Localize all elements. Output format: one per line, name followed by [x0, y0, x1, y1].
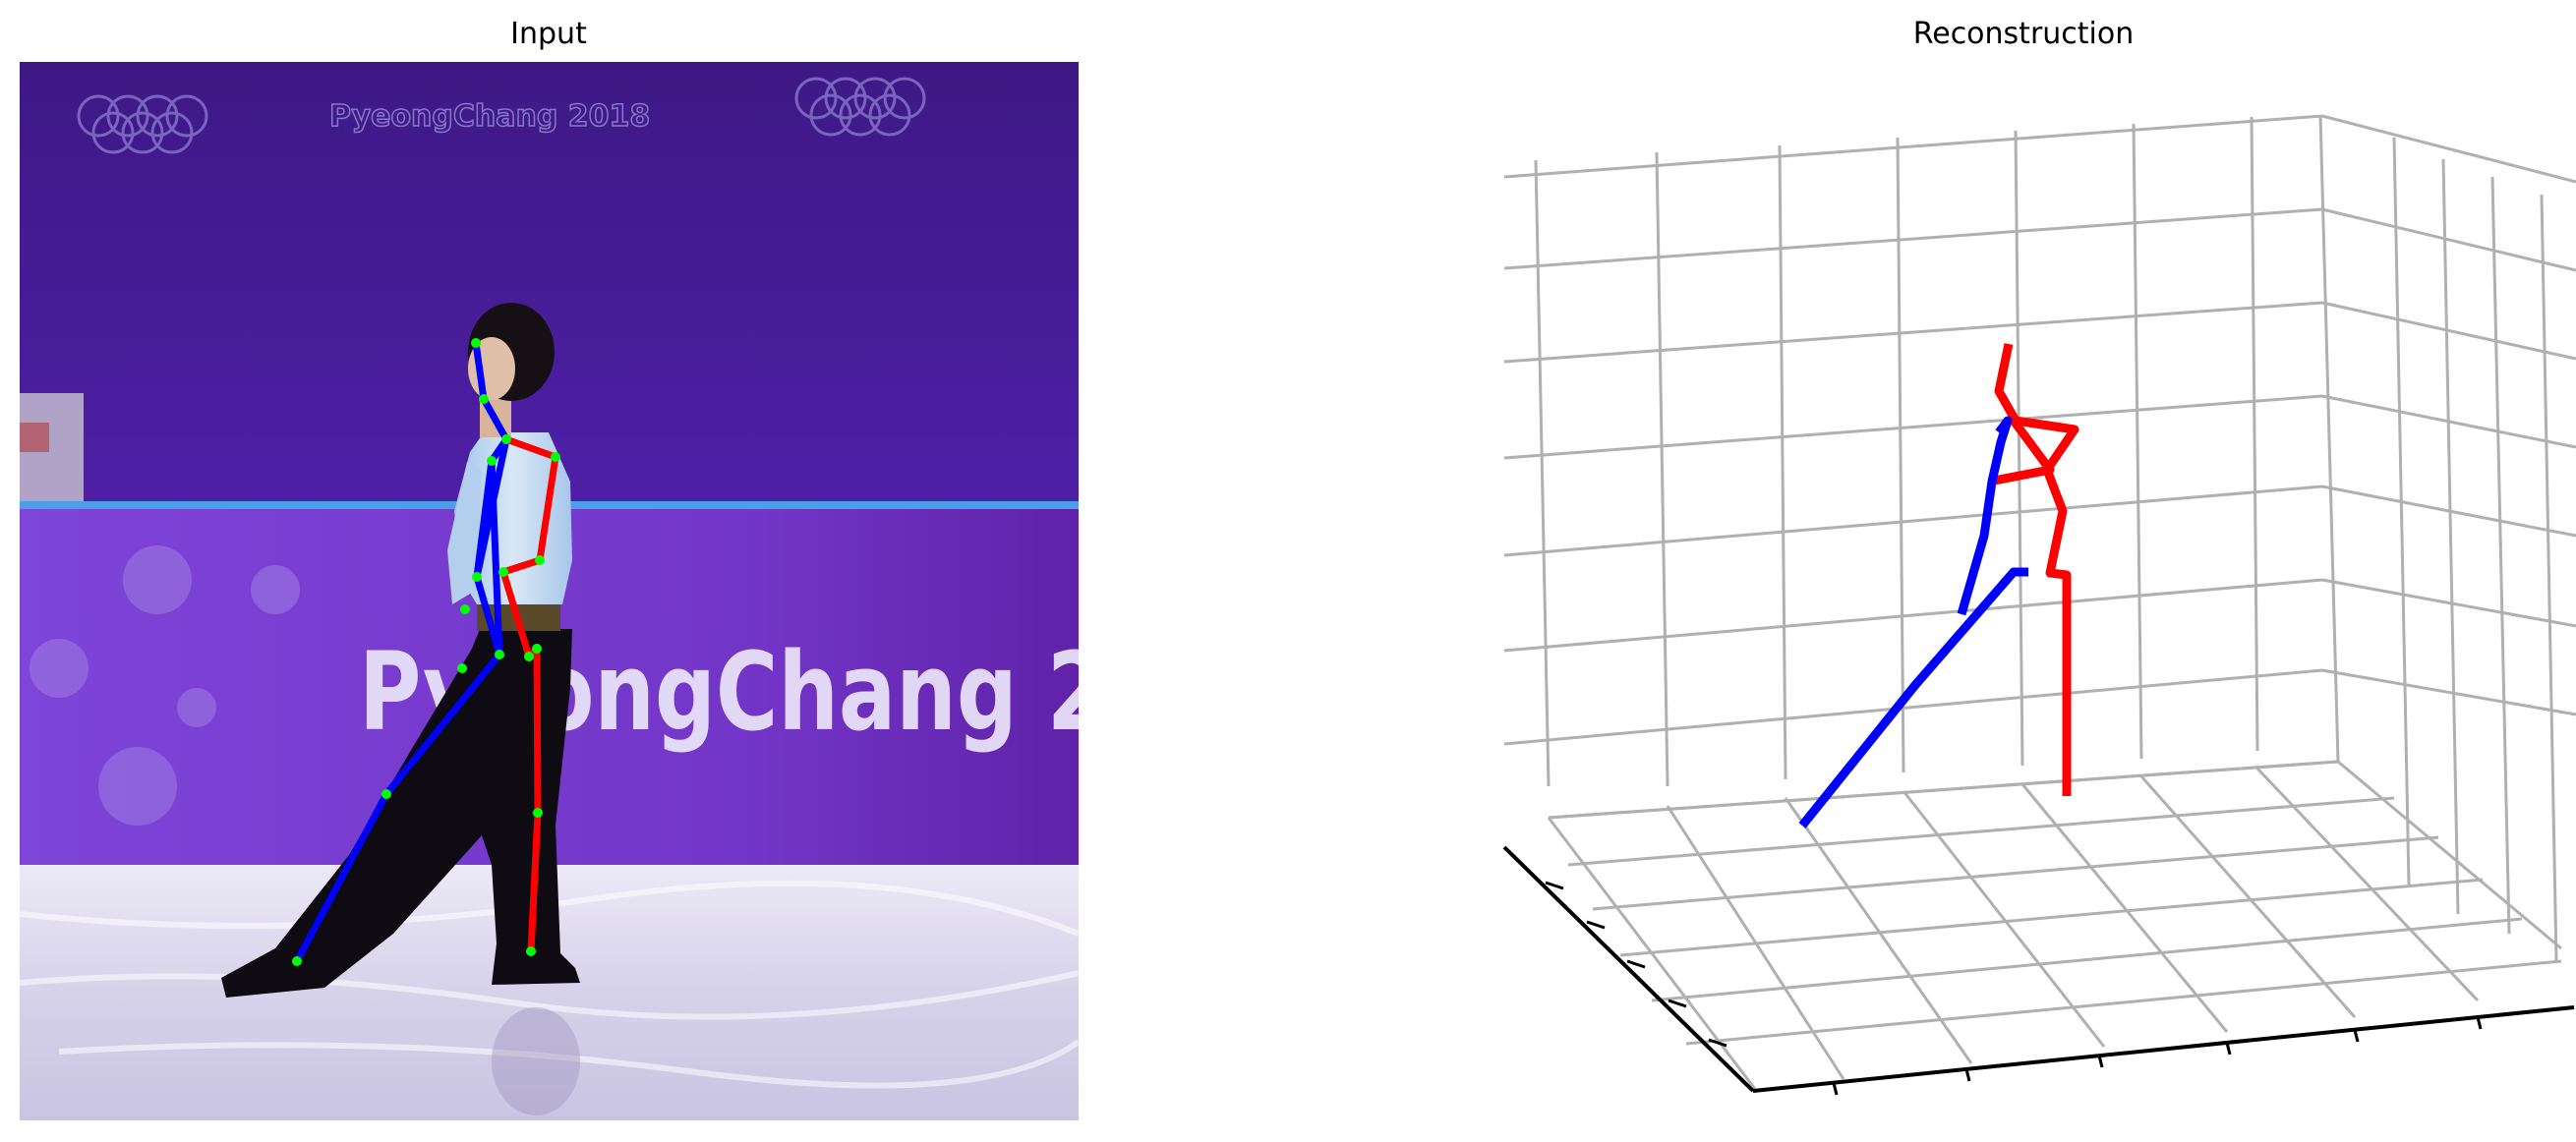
skeleton-2d-right-limb: [536, 453, 559, 564]
skeleton-2d-joint: [498, 567, 508, 577]
skeleton-2d-joint: [460, 604, 470, 614]
skeleton-2d-left-limb: [472, 339, 488, 403]
arena-banner: [20, 62, 1079, 504]
board-snowflake-patterns: [29, 545, 300, 826]
skeleton-2d-right-limb: [533, 645, 542, 817]
skeleton-2d-right-limb: [499, 556, 544, 576]
input-panel-title: Input: [510, 17, 587, 51]
ice-scratches: [20, 880, 1079, 1089]
skeleton-3d-left-leg: [1798, 567, 2028, 828]
skater-pants: [221, 629, 580, 998]
skeleton-2d-joint: [535, 555, 545, 565]
axis-lines: [1502, 845, 2575, 1093]
skeleton-2d-joint: [501, 434, 511, 444]
reconstruction-panel-title: Reconstruction: [1913, 17, 2135, 51]
skeleton-3d-left-arm: [1957, 416, 2013, 616]
skater-arm: [447, 462, 482, 604]
skeleton-2d-left-limb: [480, 395, 510, 443]
grid-back-wall: [1503, 114, 2340, 820]
skeleton-2d-joint: [533, 808, 543, 818]
skeleton-2d-overlay: [292, 338, 560, 966]
grid-side-wall: [2321, 114, 2576, 962]
skeleton-2d-left-limb: [382, 651, 503, 798]
olympic-rings-logo: [77, 77, 926, 154]
skeleton-2d-left-limb: [473, 573, 503, 658]
skeleton-2d-right-limb: [527, 809, 542, 955]
skeleton-2d-joint: [457, 663, 467, 673]
skeleton-2d-joint: [292, 956, 302, 966]
skeleton-2d-joint: [471, 338, 481, 348]
skeleton-2d-joint: [551, 452, 560, 462]
spectator-accent: [20, 423, 49, 452]
skeleton-2d-joint: [532, 644, 542, 654]
axis-ticks: [1545, 881, 2483, 1096]
skater-reflection: [492, 1007, 580, 1115]
skeleton-2d-joint: [381, 789, 391, 799]
grid-floor: [1547, 760, 2562, 1090]
skeleton-2d-left-limb: [293, 790, 390, 965]
skeleton-3d-right-limbs: [1994, 343, 2079, 796]
skeleton-2d-joint: [487, 456, 497, 466]
skeleton-2d-joint: [472, 572, 482, 582]
skeleton-2d-joint: [479, 394, 489, 404]
skeleton-3d-right-arm: [1988, 418, 2055, 486]
skeleton-2d-left-limb: [473, 457, 496, 581]
skeleton-2d-joint: [524, 652, 534, 661]
skeleton-2d-joint: [495, 650, 504, 659]
skeleton-2d-right-limb: [502, 435, 559, 461]
skeleton-2d-joint: [526, 946, 536, 956]
banner-text: PyeongChang 2018: [329, 99, 650, 134]
reconstruction-3d-plot: [1502, 114, 2576, 1096]
skeleton-2d-left-limb: [488, 457, 503, 658]
input-photo: PyeongChang 2018 PyeongChang 2: [20, 62, 1079, 1120]
skeleton-3d: [1798, 343, 2079, 828]
skeleton-2d-right-limb: [499, 568, 533, 660]
